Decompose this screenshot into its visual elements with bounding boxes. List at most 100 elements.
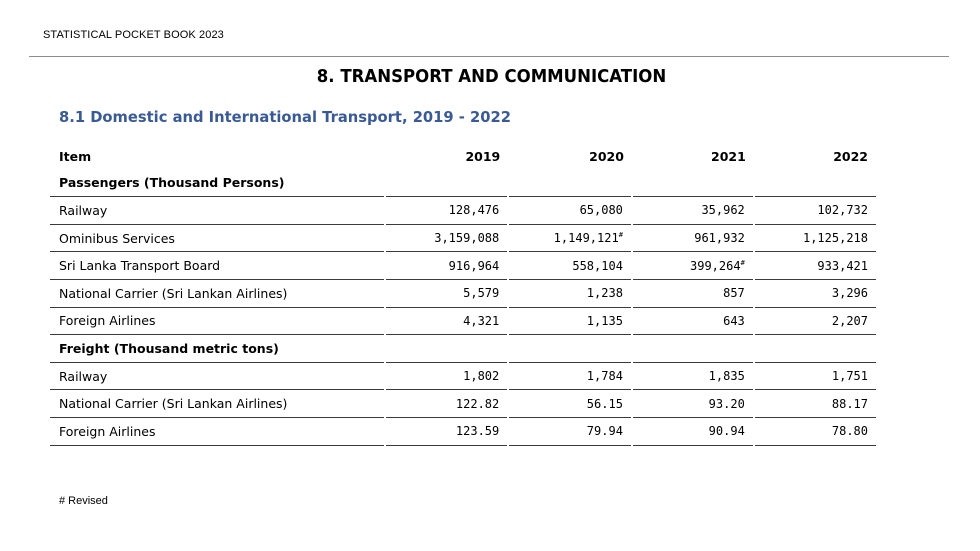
empty-cell	[631, 334, 754, 363]
table-row: National Carrier (Sri Lankan Airlines) 5,…	[50, 279, 876, 308]
value-text: 3,159,088	[434, 231, 500, 246]
table-group-row: Freight (Thousand metric tons)	[50, 334, 876, 363]
value-cell: 65,080	[507, 196, 632, 225]
value-text: 122.82	[455, 396, 500, 411]
header-divider	[29, 56, 949, 57]
value-cell: 2,207	[752, 307, 876, 336]
section-title: 8.1 Domestic and International Transport…	[59, 108, 512, 126]
value-cell: 558,104	[507, 251, 632, 280]
row-label: Sri Lanka Transport Board	[50, 251, 387, 280]
value-text: 1,125,218	[802, 231, 868, 246]
value-cell: 1,149,121#	[507, 224, 632, 253]
value-cell: 961,932	[630, 224, 754, 253]
value-cell: 78.80	[752, 417, 876, 446]
value-cell: 3,296	[752, 279, 876, 308]
value-cell: 399,264#	[630, 251, 754, 280]
column-header: 2021	[711, 148, 746, 164]
value-cell: 128,476	[384, 196, 509, 225]
value-text: 1,149,121	[553, 231, 619, 246]
value-text: 1,135	[586, 313, 623, 328]
value-text: 933,421	[817, 258, 868, 273]
revised-mark: #	[740, 258, 745, 267]
value-cell: 1,784	[507, 362, 632, 391]
page-header: STATISTICAL POCKET BOOK 2023	[43, 29, 224, 41]
value-text: 1,238	[586, 286, 623, 301]
value-cell: 1,238	[507, 279, 632, 308]
value-cell: 1,835	[630, 362, 754, 391]
empty-cell	[753, 169, 876, 198]
table-row: Railway 128,476 65,080 35,962 102,732	[50, 196, 876, 225]
group-title: Freight (Thousand metric tons)	[50, 334, 386, 363]
value-cell: 123.59	[384, 417, 509, 446]
table-row: Foreign Airlines 4,321 1,135 643 2,207	[50, 307, 876, 336]
value-cell: 643	[630, 307, 754, 336]
empty-cell	[508, 334, 632, 363]
value-text: 1,802	[463, 369, 500, 384]
column-header: 2019	[465, 148, 501, 164]
empty-cell	[508, 169, 632, 198]
value-cell: 3,159,088	[384, 224, 509, 253]
row-label: National Carrier (Sri Lankan Airlines)	[50, 389, 387, 418]
value-cell: 122.82	[384, 389, 509, 418]
row-label: Railway	[50, 196, 387, 225]
table-group-row: Passengers (Thousand Persons)	[50, 169, 876, 198]
value-cell: 79.94	[507, 417, 632, 446]
value-text: 916,964	[448, 258, 500, 273]
value-cell: 102,732	[752, 196, 876, 225]
value-cell: 1,125,218	[752, 224, 876, 253]
value-text: 102,732	[817, 203, 868, 218]
row-label: Foreign Airlines	[50, 307, 387, 336]
value-text: 79.94	[586, 424, 623, 439]
value-cell: 35,962	[630, 196, 754, 225]
value-cell: 4,321	[384, 307, 509, 336]
value-text: 65,080	[579, 203, 623, 218]
empty-cell	[753, 334, 876, 363]
column-header: Item	[59, 148, 92, 164]
value-cell: 1,751	[752, 362, 876, 391]
value-text: 4,321	[463, 313, 500, 328]
value-cell: 1,135	[507, 307, 632, 336]
column-header: 2020	[589, 148, 624, 164]
group-title: Passengers (Thousand Persons)	[50, 169, 386, 198]
value-cell: 90.94	[630, 417, 754, 446]
value-text: 78.80	[831, 424, 868, 439]
empty-cell	[631, 169, 754, 198]
table-row: Railway 1,802 1,784 1,835 1,751	[50, 362, 876, 391]
value-text: 35,962	[701, 203, 745, 218]
value-text: 857	[723, 286, 745, 301]
value-text: 558,104	[572, 258, 623, 273]
value-text: 128,476	[448, 203, 500, 218]
row-label: Foreign Airlines	[50, 417, 387, 446]
value-cell: 1,802	[384, 362, 509, 391]
value-text: 961,932	[694, 231, 745, 246]
value-text: 93.20	[708, 396, 745, 411]
chapter-title: 8. TRANSPORT AND COMMUNICATION	[316, 66, 667, 87]
transport-table: Item 2019 2020 2021 2022 Passengers (Tho…	[50, 143, 876, 446]
value-text: 1,784	[586, 369, 623, 384]
row-label: National Carrier (Sri Lankan Airlines)	[50, 279, 387, 308]
empty-cell	[385, 334, 509, 363]
table-row: Foreign Airlines 123.59 79.94 90.94 78.80	[50, 417, 876, 446]
value-text: 643	[723, 313, 745, 328]
empty-cell	[385, 169, 509, 198]
value-text: 399,264	[690, 258, 741, 273]
value-text: 2,207	[831, 313, 868, 328]
value-cell: 916,964	[384, 251, 509, 280]
value-text: 1,835	[708, 369, 745, 384]
value-text: 123.59	[455, 424, 500, 439]
value-cell: 933,421	[752, 251, 876, 280]
value-text: 5,579	[463, 286, 500, 301]
value-cell: 88.17	[752, 389, 876, 418]
row-label: Ominibus Services	[50, 224, 387, 253]
table-row: Sri Lanka Transport Board 916,964 558,104 3…	[50, 251, 876, 280]
value-text: 3,296	[831, 286, 868, 301]
value-text: 1,751	[831, 369, 868, 384]
table-row: Ominibus Services 3,159,088 1,149,121# 961,…	[50, 224, 876, 253]
value-cell: 857	[630, 279, 754, 308]
table-header-row: Item 2019 2020 2021 2022	[50, 143, 876, 170]
value-cell: 93.20	[630, 389, 754, 418]
footnote: # Revised	[59, 495, 108, 507]
value-text: 56.15	[586, 396, 623, 411]
value-text: 90.94	[708, 424, 745, 439]
value-cell: 56.15	[507, 389, 632, 418]
